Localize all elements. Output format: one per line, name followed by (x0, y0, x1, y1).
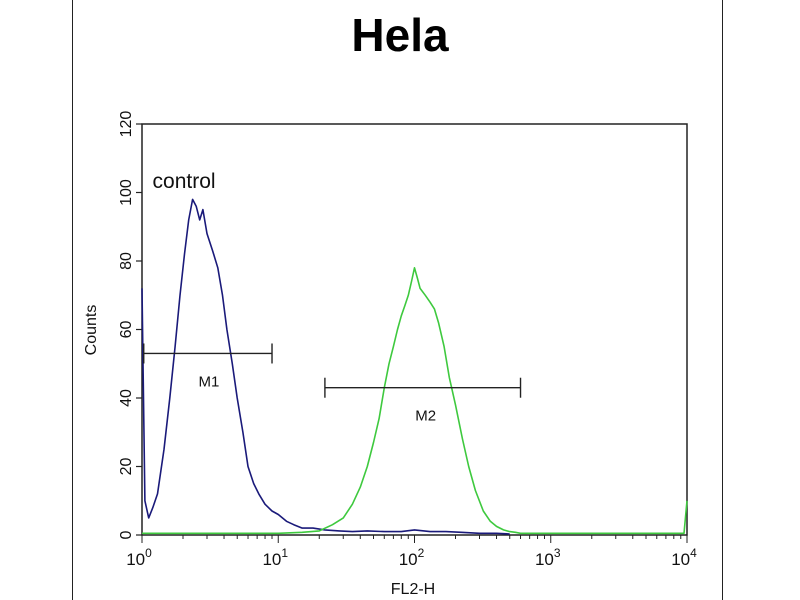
gate-label: M1 (198, 373, 219, 390)
y-tick-label: 60 (118, 321, 135, 339)
gate-label: M2 (415, 408, 436, 425)
y-axis-label: Counts (83, 305, 100, 356)
y-tick-label: 80 (118, 252, 135, 270)
x-tick-label: 103 (535, 546, 561, 569)
x-tick-label: 104 (671, 546, 697, 569)
y-tick-label: 40 (118, 389, 135, 407)
x-tick-label: 102 (399, 546, 425, 569)
chart-title: Hela (351, 9, 449, 61)
y-tick-label: 100 (118, 179, 135, 206)
sample-histogram (142, 267, 688, 535)
control-histogram (141, 198, 510, 535)
y-tick-label: 20 (118, 458, 135, 476)
x-tick-label: 100 (126, 546, 152, 569)
x-axis-label: FL2-H (391, 581, 435, 598)
x-tick-label: 101 (262, 546, 288, 569)
figure-frame (72, 0, 723, 600)
y-tick-label: 0 (118, 530, 135, 539)
annotation-control: control (153, 170, 216, 193)
y-tick-label: 120 (118, 111, 135, 138)
plot-area (141, 123, 688, 536)
